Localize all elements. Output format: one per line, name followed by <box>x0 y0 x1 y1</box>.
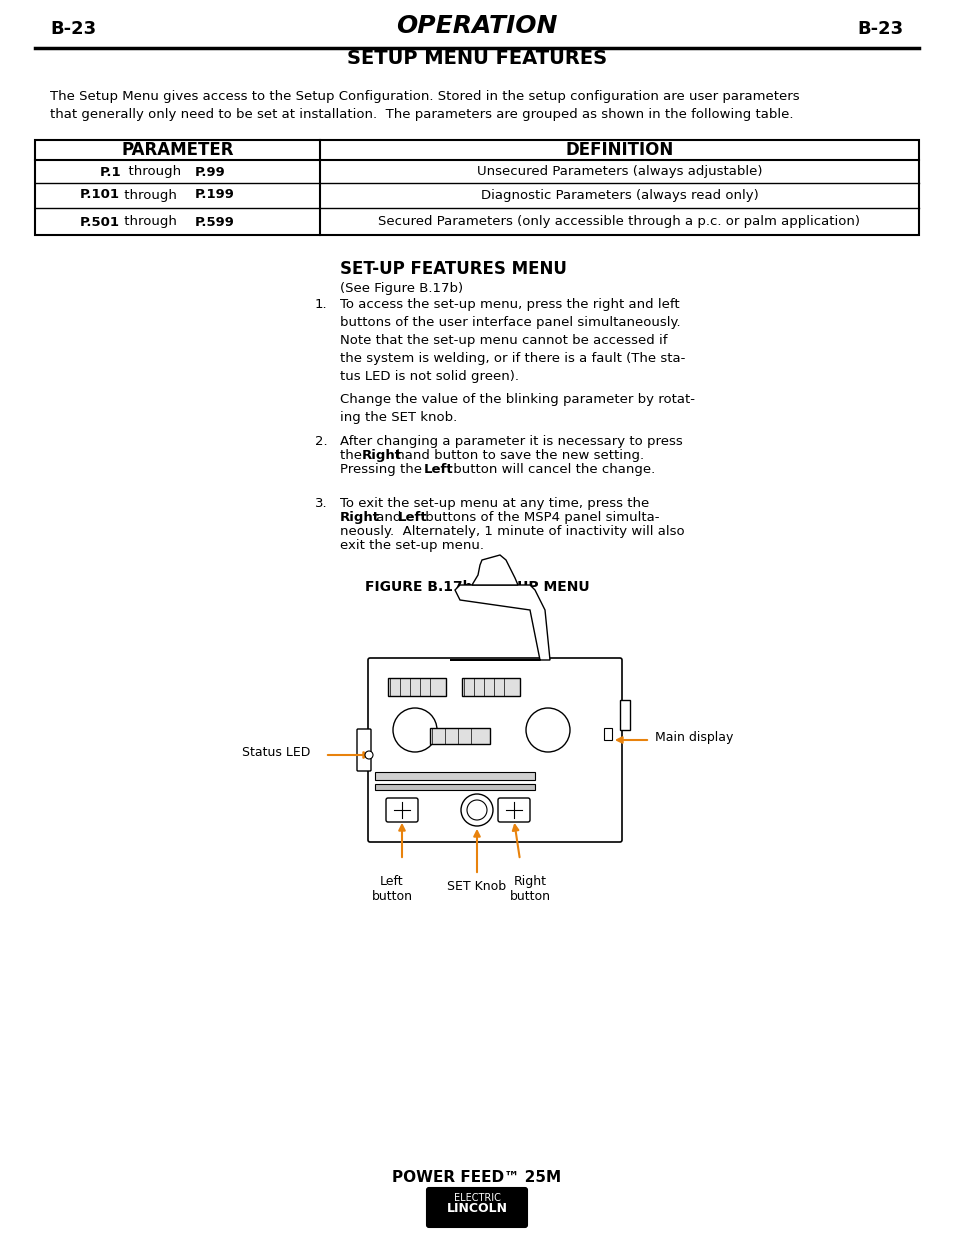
Text: button will cancel the change.: button will cancel the change. <box>449 463 655 475</box>
Text: P.101: P.101 <box>80 189 120 201</box>
FancyBboxPatch shape <box>356 729 371 771</box>
Text: Status LED: Status LED <box>241 746 310 758</box>
Text: Right
button: Right button <box>509 876 550 903</box>
Text: The Setup Menu gives access to the Setup Configuration. Stored in the setup conf: The Setup Menu gives access to the Setup… <box>50 90 799 121</box>
Text: 2.: 2. <box>314 435 327 448</box>
Text: LINCOLN: LINCOLN <box>446 1202 507 1214</box>
Text: FIGURE B.17b - SETUP MENU: FIGURE B.17b - SETUP MENU <box>364 580 589 594</box>
Text: SETUP MENU FEATURES: SETUP MENU FEATURES <box>347 49 606 68</box>
Text: Unsecured Parameters (always adjustable): Unsecured Parameters (always adjustable) <box>476 165 761 179</box>
Text: and: and <box>372 511 405 524</box>
Bar <box>375 772 535 781</box>
Text: Change the value of the blinking parameter by rotat-
ing the SET knob.: Change the value of the blinking paramet… <box>339 393 695 424</box>
Circle shape <box>525 708 569 752</box>
FancyBboxPatch shape <box>388 678 446 697</box>
Text: PARAMETER: PARAMETER <box>121 141 233 159</box>
Circle shape <box>467 800 486 820</box>
Text: P.501: P.501 <box>80 215 120 228</box>
FancyBboxPatch shape <box>430 727 490 743</box>
Text: To access the set-up menu, press the right and left
buttons of the user interfac: To access the set-up menu, press the rig… <box>339 298 684 383</box>
Text: Secured Parameters (only accessible through a p.c. or palm application): Secured Parameters (only accessible thro… <box>378 215 860 228</box>
FancyBboxPatch shape <box>461 678 519 697</box>
Text: Right: Right <box>339 511 379 524</box>
Text: 1.: 1. <box>314 298 327 311</box>
Text: Left
button: Left button <box>371 876 412 903</box>
Text: exit the set-up menu.: exit the set-up menu. <box>339 538 483 552</box>
Text: SET-UP FEATURES MENU: SET-UP FEATURES MENU <box>339 261 566 278</box>
Text: OPERATION: OPERATION <box>395 14 558 38</box>
Text: (See Figure B.17b): (See Figure B.17b) <box>339 282 462 295</box>
Circle shape <box>365 751 373 760</box>
Text: Right: Right <box>361 450 401 462</box>
Text: Left: Left <box>423 463 453 475</box>
Text: 3.: 3. <box>314 496 327 510</box>
Text: SET Knob: SET Knob <box>447 881 506 893</box>
Bar <box>375 784 535 790</box>
Text: POWER FEED™ 25M: POWER FEED™ 25M <box>392 1170 561 1186</box>
Bar <box>619 700 629 730</box>
Text: P.199: P.199 <box>194 189 234 201</box>
Text: hand button to save the new setting.: hand button to save the new setting. <box>392 450 643 462</box>
Text: through: through <box>120 189 181 201</box>
Text: Pressing the: Pressing the <box>339 463 426 475</box>
Bar <box>603 727 612 740</box>
Text: through: through <box>120 165 185 179</box>
Bar <box>35 140 918 235</box>
Text: To exit the set-up menu at any time, press the: To exit the set-up menu at any time, pre… <box>339 496 649 510</box>
Circle shape <box>460 794 493 826</box>
Text: P.1: P.1 <box>100 165 121 179</box>
Text: Left: Left <box>397 511 427 524</box>
Text: P.599: P.599 <box>194 215 234 228</box>
Text: the: the <box>339 450 366 462</box>
Text: B-23: B-23 <box>50 20 96 38</box>
FancyBboxPatch shape <box>427 1188 526 1228</box>
Text: DEFINITION: DEFINITION <box>565 141 673 159</box>
Text: ELECTRIC: ELECTRIC <box>453 1193 500 1203</box>
Polygon shape <box>450 585 550 659</box>
FancyBboxPatch shape <box>497 798 530 823</box>
FancyBboxPatch shape <box>386 798 417 823</box>
Text: Main display: Main display <box>655 731 733 745</box>
Text: neously.  Alternately, 1 minute of inactivity will also: neously. Alternately, 1 minute of inacti… <box>339 525 684 538</box>
Text: After changing a parameter it is necessary to press: After changing a parameter it is necessa… <box>339 435 682 448</box>
Circle shape <box>393 708 436 752</box>
Text: P.99: P.99 <box>194 165 226 179</box>
Text: B-23: B-23 <box>857 20 903 38</box>
FancyBboxPatch shape <box>368 658 621 842</box>
Text: through: through <box>120 215 181 228</box>
Text: Diagnostic Parameters (always read only): Diagnostic Parameters (always read only) <box>480 189 758 201</box>
Polygon shape <box>472 555 517 585</box>
Text: buttons of the MSP4 panel simulta-: buttons of the MSP4 panel simulta- <box>420 511 659 524</box>
